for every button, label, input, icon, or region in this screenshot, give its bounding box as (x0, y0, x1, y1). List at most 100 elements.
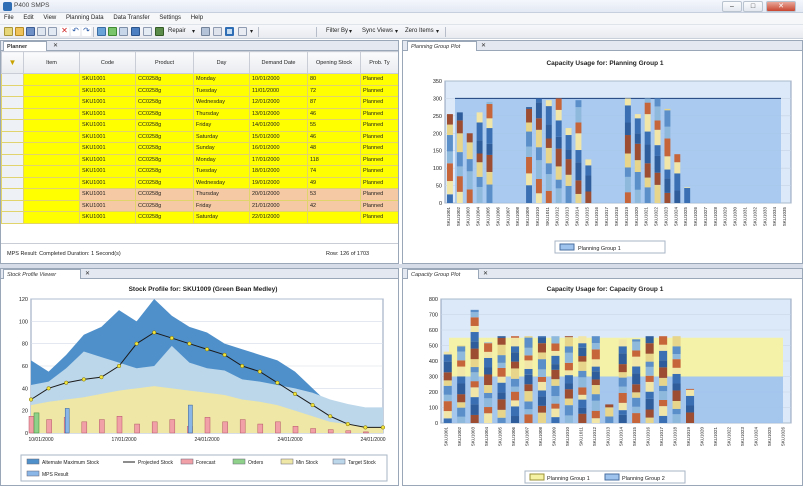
row-selector[interactable] (1, 153, 24, 166)
table-row[interactable]: SKU1001 CC0258g Saturday 22/01/2000 Planned (1, 211, 398, 224)
save-icon[interactable] (26, 27, 35, 36)
table-row[interactable]: SKU1001 CC0258g Thursday 13/01/2000 46 Planne… (1, 107, 398, 120)
zero-items-button[interactable]: Zero Items (405, 28, 434, 34)
window-icon[interactable] (238, 27, 247, 36)
menu-help[interactable]: Help (190, 15, 204, 21)
new-icon[interactable] (4, 27, 13, 36)
table-row[interactable]: SKU1001 CC0258g Tuesday 18/01/2000 74 Planned (1, 165, 398, 178)
bar-segment (632, 341, 641, 351)
row-selector[interactable] (1, 96, 24, 109)
bar-segment (484, 367, 493, 375)
close-tab-icon[interactable]: ✕ (483, 271, 489, 277)
column-header-product[interactable]: Product (135, 51, 194, 74)
paste-icon[interactable] (48, 27, 57, 36)
zero-dropdown-icon[interactable]: ▾ (436, 29, 440, 35)
bar-segment (476, 176, 483, 187)
grid-icon[interactable] (119, 27, 128, 36)
minimize-button[interactable]: – (722, 1, 742, 12)
column-header-demand-date[interactable]: Demand Date (249, 51, 308, 74)
table-row[interactable]: SKU1001 CC0258g Saturday 15/01/2000 46 Planne… (1, 130, 398, 143)
table-row[interactable]: SKU1001 CC0258g Monday 10/01/2000 80 Planned (1, 73, 398, 86)
filter-icon[interactable]: ▼ (1, 51, 24, 74)
menu-data-transfer[interactable]: Data Transfer (113, 15, 150, 21)
bar-segment (564, 405, 573, 416)
row-selector[interactable] (1, 142, 24, 155)
bar-segment (645, 409, 654, 418)
redo-icon[interactable]: ↷ (82, 26, 91, 36)
table-row[interactable]: SKU1001 CC0258g Wednesday 19/01/2000 49 Plann… (1, 176, 398, 189)
menu-view[interactable]: View (43, 15, 57, 21)
copy-icon[interactable] (37, 27, 46, 36)
table-row[interactable]: SKU1001 CC0258g Wednesday 12/01/2000 87 Plann… (1, 96, 398, 109)
bar-segment (524, 384, 533, 392)
close-button[interactable]: ✕ (766, 1, 796, 12)
delete-icon[interactable]: ✕ (60, 26, 69, 36)
tab-planning-group-plot[interactable]: Planning Group Plot (407, 41, 477, 51)
bar-segment (551, 379, 560, 386)
chart-icon[interactable] (131, 27, 140, 36)
forecast-bar (169, 419, 176, 434)
x-tick-label: SKU1029 (723, 207, 728, 227)
table-row[interactable]: SKU1001 CC0258g Tuesday 11/01/2000 72 Planned (1, 84, 398, 97)
run-icon[interactable] (155, 27, 164, 36)
bar-segment (535, 129, 542, 148)
column-header-item[interactable]: Item (23, 51, 80, 74)
column-header-opening-stock[interactable]: Opening Stock (307, 51, 361, 74)
repair-label[interactable]: Repair (168, 28, 186, 34)
row-selector[interactable] (1, 119, 24, 132)
close-tab-icon[interactable]: ✕ (481, 43, 487, 49)
import-icon[interactable] (97, 27, 106, 36)
calendar-icon[interactable] (143, 27, 152, 36)
capacity-band (455, 98, 781, 203)
filter-dropdown-icon[interactable]: ▾ (349, 29, 353, 35)
tab-stock-profile-viewer[interactable]: Stock Profile Viewer (3, 269, 81, 279)
filter-by-button[interactable]: Filter By (326, 28, 349, 34)
row-selector[interactable] (1, 107, 24, 120)
row-selector[interactable] (1, 84, 24, 97)
x-tick-label: SKU1032 (752, 207, 757, 227)
bar-segment (654, 98, 661, 107)
tab-planner[interactable]: Planner (3, 41, 47, 51)
bar-segment (564, 352, 573, 363)
close-tab-icon[interactable]: ✕ (85, 271, 91, 277)
chart-title: Stock Profile for: SKU1009 (Green Bean M… (129, 286, 278, 293)
undo-icon[interactable]: ↶ (71, 26, 80, 36)
repair-dropdown-icon[interactable]: ▾ (192, 29, 196, 35)
x-tick-label: SKU1035 (782, 207, 787, 227)
table-row[interactable]: SKU1001 CC0258g Monday 17/01/2000 118 Planned (1, 153, 398, 166)
column-header-code[interactable]: Code (79, 51, 136, 74)
legend-box (20, 454, 388, 482)
export-icon[interactable] (108, 27, 117, 36)
table-row[interactable]: SKU1001 CC0258g Friday 21/01/2000 42 Planned (1, 199, 398, 212)
bar-segment (575, 180, 582, 194)
row-selector[interactable] (1, 165, 24, 178)
row-selector[interactable] (1, 211, 24, 224)
menu-settings[interactable]: Settings (159, 15, 182, 21)
table-row[interactable]: SKU1001 CC0258g Thursday 20/01/2000 53 Planne… (1, 188, 398, 201)
table-row[interactable]: SKU1001 CC0258g Friday 14/01/2000 55 Planned (1, 119, 398, 132)
tab-capacity-group-plot[interactable]: Capacity Group Plot (407, 269, 479, 279)
table-row[interactable]: SKU1001 CC0258g Sunday 16/01/2000 48 Planned (1, 142, 398, 155)
menu-file[interactable]: File (4, 15, 14, 21)
window-dropdown-icon[interactable]: ▾ (250, 29, 254, 35)
preview-icon[interactable] (213, 27, 222, 36)
row-selector[interactable] (1, 199, 24, 212)
bar-segment (470, 381, 479, 388)
sync-dropdown-icon[interactable]: ▾ (395, 29, 399, 35)
menu-planning-data[interactable]: Planning Data (65, 15, 104, 21)
print-icon[interactable] (201, 27, 210, 36)
maximize-button[interactable]: □ (743, 1, 763, 12)
column-header-day[interactable]: Day (193, 51, 250, 74)
menu-edit[interactable]: Edit (23, 15, 34, 21)
horizontal-splitter[interactable] (0, 264, 803, 268)
cell-code: SKU1001 (79, 84, 136, 97)
sync-icon[interactable] (225, 27, 234, 36)
open-icon[interactable] (15, 27, 24, 36)
sync-views-button[interactable]: Sync Views (362, 28, 393, 34)
close-tab-icon[interactable]: ✕ (53, 43, 59, 49)
column-header-prob-type[interactable]: Prob. Ty (360, 51, 398, 74)
row-selector[interactable] (1, 176, 24, 189)
row-selector[interactable] (1, 188, 24, 201)
row-selector[interactable] (1, 73, 24, 86)
row-selector[interactable] (1, 130, 24, 143)
